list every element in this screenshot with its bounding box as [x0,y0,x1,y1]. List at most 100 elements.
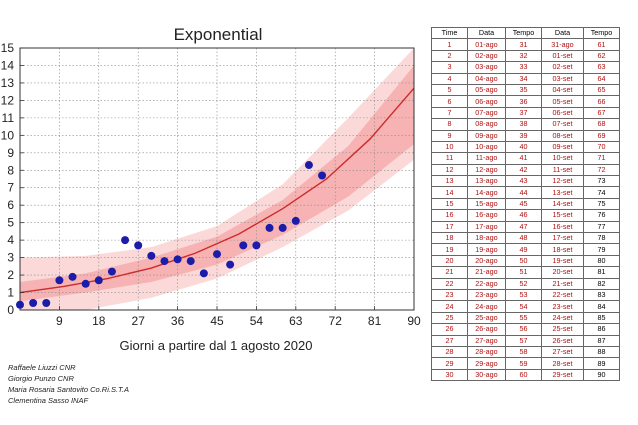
data-point [186,257,195,266]
x-tick-label: 90 [407,314,421,328]
table-cell: 69 [583,129,620,142]
y-tick-label: 13 [1,76,15,90]
table-cell: 07-set [541,118,584,131]
table-cell: 16-ago [467,209,506,222]
table-cell: 83 [583,288,620,302]
table-cell: 17-set [541,232,584,245]
table-cell: 27-ago [467,334,506,347]
data-point [278,223,287,232]
table-cell: 22-ago [467,277,506,291]
table-row: 22 22-ago 52 21-set 82 [431,277,620,291]
data-point [252,241,261,250]
table-cell: 84 [583,300,620,313]
table-cell: 11-set [541,163,584,177]
table-cell: 14 [431,186,468,199]
y-tick-label: 0 [7,303,14,317]
x-tick-label: 27 [132,314,146,328]
table-cell: 80 [583,254,620,268]
table-row: 26 26-ago 56 25-set 86 [431,323,620,336]
table-cell: 45 [505,197,542,211]
table-row: 15 15-ago 45 14-set 75 [431,197,620,211]
table-cell: 09-set [541,140,584,154]
table-cell: 66 [583,95,620,108]
table-cell: 72 [583,163,620,177]
table-cell: 04-ago [467,72,506,85]
table-cell: 61 [583,38,620,51]
y-tick-label: 6 [7,198,14,212]
y-tick-label: 9 [7,146,14,160]
table-cell: 12-set [541,175,584,188]
table-cell: 57 [505,334,542,347]
table-cell: 26-ago [467,323,506,336]
table-cell: 53 [505,288,542,302]
table-row: 27 27-ago 57 26-set 87 [431,334,620,347]
data-point [173,255,182,264]
x-tick-label: 72 [329,314,343,328]
table-cell: 68 [583,118,620,131]
table-cell: 31 [505,38,542,51]
table-cell: 56 [505,323,542,336]
table-cell: 23-set [541,300,584,313]
y-tick-label: 11 [2,111,15,125]
data-point [29,299,38,308]
table-header-cell: Tempo [583,26,620,40]
table-cell: 10-ago [467,140,506,154]
x-tick-label: 36 [171,314,185,328]
table-cell: 16 [431,209,468,222]
data-point [213,250,221,259]
table-row: 14 14-ago 44 13-set 74 [431,186,620,199]
table-cell: 30 [431,368,468,382]
table-cell: 65 [583,83,620,97]
table-cell: 19 [431,243,468,256]
data-point [16,300,24,309]
table-cell: 16-set [541,220,584,234]
table-cell: 26 [431,323,468,336]
credit-line: Raffaele Liuzzi CNR [8,363,76,372]
table-cell: 08-ago [467,118,506,131]
credit-line: Clementina Sasso INAF [8,396,89,405]
table-cell: 28-ago [467,345,506,359]
data-point [291,216,300,225]
table-cell: 29-set [541,368,584,382]
table-cell: 51 [505,266,542,279]
y-tick-label: 4 [7,233,14,247]
chart-title: Exponential [174,25,263,44]
table-cell: 25-ago [467,311,506,325]
table-cell: 18-ago [467,232,506,245]
table-row: 6 06-ago 36 05-set 66 [431,95,620,108]
data-point [226,260,235,269]
data-table: Time Data Tempo Data Tempo 1 01-ago 31 31-ago 61… [431,26,620,382]
table-cell: 25 [431,311,468,325]
table-cell: 35 [505,83,542,97]
table-row: 4 04-ago 34 03-set 64 [431,72,620,85]
table-cell: 78 [583,232,620,245]
table-header-cell: Data [467,26,506,40]
data-point [68,272,77,281]
table-row: 1 01-ago 31 31-ago 61 [431,38,620,51]
x-tick-label: 18 [92,314,106,328]
table-row: 16 16-ago 46 15-set 76 [431,209,620,222]
table-cell: 8 [431,118,468,131]
table-cell: 31-ago [541,38,584,51]
table-cell: 39 [505,129,542,142]
table-cell: 10-set [541,152,584,165]
table-row: 11 11-ago 41 10-set 71 [431,152,620,165]
table-cell: 22 [431,277,468,291]
x-tick-label: 81 [368,314,382,328]
table-cell: 4 [431,72,468,85]
table-cell: 55 [505,311,542,325]
table-row: 30 30-ago 60 29-set 90 [431,368,620,382]
table-cell: 06-set [541,106,584,120]
table-cell: 02-ago [467,49,506,63]
table-cell: 2 [431,49,468,63]
table-cell: 23 [431,288,468,302]
data-point [134,241,143,250]
table-cell: 08-set [541,129,584,142]
table-row: 12 12-ago 42 11-set 72 [431,163,620,177]
table-row: 18 18-ago 48 17-set 78 [431,232,620,245]
table-row: 7 07-ago 37 06-set 67 [431,106,620,120]
table-cell: 64 [583,72,620,85]
table-cell: 15-set [541,209,584,222]
table-cell: 48 [505,232,542,245]
